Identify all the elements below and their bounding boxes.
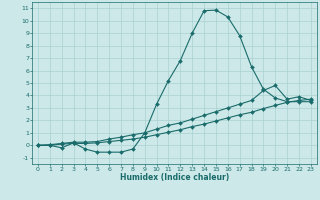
X-axis label: Humidex (Indice chaleur): Humidex (Indice chaleur): [120, 173, 229, 182]
